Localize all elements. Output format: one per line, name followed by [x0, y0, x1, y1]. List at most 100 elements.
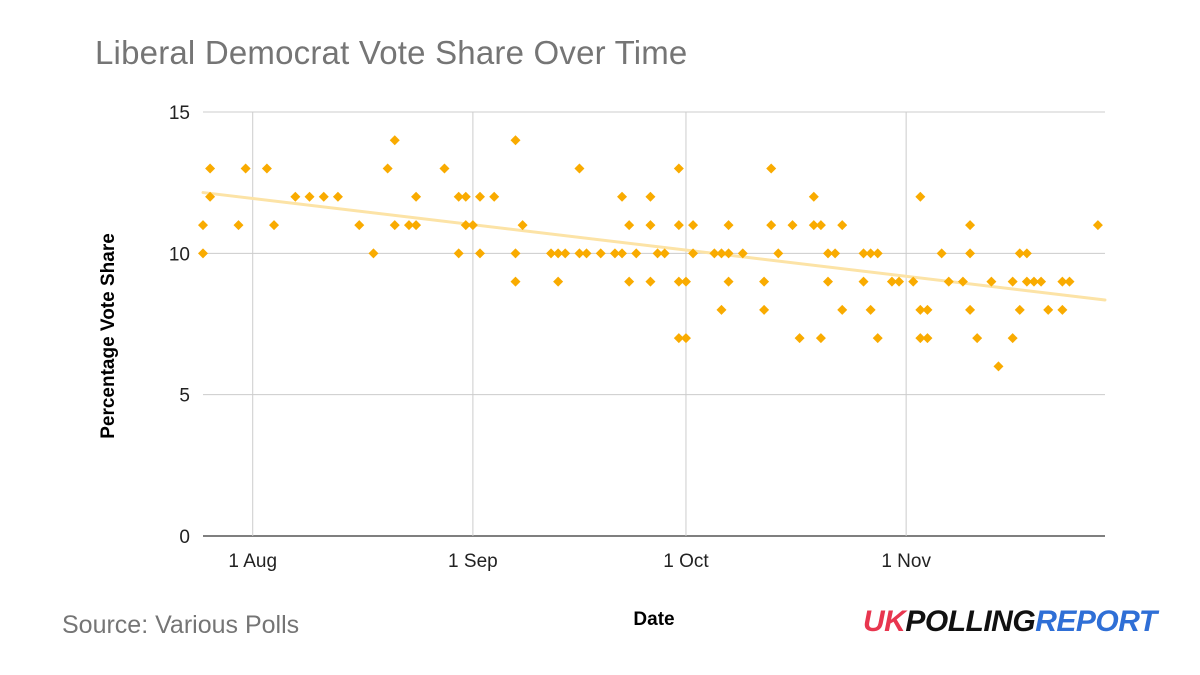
data-point [460, 220, 471, 231]
data-point [673, 276, 684, 287]
y-tick-label: 5 [179, 386, 190, 407]
data-point [205, 163, 216, 174]
data-point [318, 191, 329, 202]
data-point [837, 304, 848, 315]
data-point [304, 191, 315, 202]
data-point [965, 248, 976, 259]
data-point [617, 191, 628, 202]
source-note: Source: Various Polls [62, 611, 300, 639]
data-point [865, 248, 876, 259]
data-point [510, 248, 521, 259]
y-axis-label: Percentage Vote Share [98, 233, 119, 439]
data-point [908, 276, 919, 287]
data-point [574, 248, 585, 259]
data-point [872, 333, 883, 344]
data-point [290, 191, 301, 202]
data-point [510, 276, 521, 287]
trendline [201, 191, 1107, 302]
data-point [411, 220, 422, 231]
data-point [673, 163, 684, 174]
data-point [922, 304, 933, 315]
x-tick-label: 1 Oct [663, 551, 709, 572]
data-point [830, 248, 841, 259]
data-point [965, 304, 976, 315]
data-point [787, 220, 798, 231]
data-point [716, 304, 727, 315]
data-point [467, 220, 478, 231]
data-point [411, 191, 422, 202]
data-point [617, 248, 628, 259]
data-point [915, 333, 926, 344]
data-point [198, 220, 208, 231]
data-point [553, 248, 564, 259]
data-point [766, 163, 777, 174]
data-point [723, 248, 734, 259]
data-point [815, 220, 826, 231]
data-point [858, 248, 869, 259]
data-point [624, 276, 635, 287]
data-point [652, 248, 663, 259]
x-tick-label: 1 Nov [881, 551, 931, 572]
x-axis-label: Date [633, 609, 675, 630]
data-point [766, 220, 777, 231]
data-point [389, 135, 400, 146]
data-point [872, 248, 883, 259]
data-point [574, 163, 585, 174]
x-tick-label: 1 Sep [448, 551, 498, 572]
data-point [205, 191, 216, 202]
data-point [709, 248, 720, 259]
data-point [517, 220, 528, 231]
data-point [474, 191, 485, 202]
data-point [489, 191, 500, 202]
data-point [1021, 248, 1032, 259]
y-tick-label: 0 [179, 527, 190, 548]
data-point [858, 276, 869, 287]
data-point [688, 220, 699, 231]
data-point [986, 276, 997, 287]
data-point [609, 248, 620, 259]
data-point [943, 276, 954, 287]
data-point [1021, 276, 1032, 287]
data-point [403, 220, 414, 231]
data-point [1014, 248, 1025, 259]
data-point [1064, 276, 1075, 287]
data-point [993, 361, 1004, 372]
grid-lines [203, 111, 1105, 537]
data-point [837, 220, 848, 231]
data-point [894, 276, 905, 287]
data-point [581, 248, 592, 259]
data-point [773, 248, 784, 259]
data-point [645, 191, 656, 202]
y-axis-ticks: 0 5 10 15 [169, 103, 190, 548]
data-point [915, 191, 926, 202]
data-point [794, 333, 805, 344]
ukpollingreport-logo: UKPOLLINGREPORT [863, 605, 1157, 639]
data-point [957, 276, 968, 287]
data-point [553, 276, 564, 287]
data-point [560, 248, 571, 259]
data-point [546, 248, 557, 259]
data-point [624, 220, 635, 231]
data-point [1057, 276, 1068, 287]
data-point [233, 220, 244, 231]
data-point [815, 333, 826, 344]
data-point [439, 163, 450, 174]
data-point [972, 333, 983, 344]
trendline-group [201, 191, 1107, 302]
data-point [673, 220, 684, 231]
logo-report: REPORT [1035, 605, 1157, 638]
data-point [382, 163, 393, 174]
data-point [823, 248, 834, 259]
data-point [965, 220, 976, 231]
x-tick-label: 1 Aug [228, 551, 277, 572]
data-point [453, 191, 464, 202]
data-point [688, 248, 699, 259]
data-point [723, 220, 734, 231]
data-point [261, 163, 272, 174]
data-point [680, 333, 691, 344]
data-point [198, 248, 208, 259]
data-point [673, 333, 684, 344]
data-point [759, 276, 770, 287]
data-point [922, 333, 933, 344]
